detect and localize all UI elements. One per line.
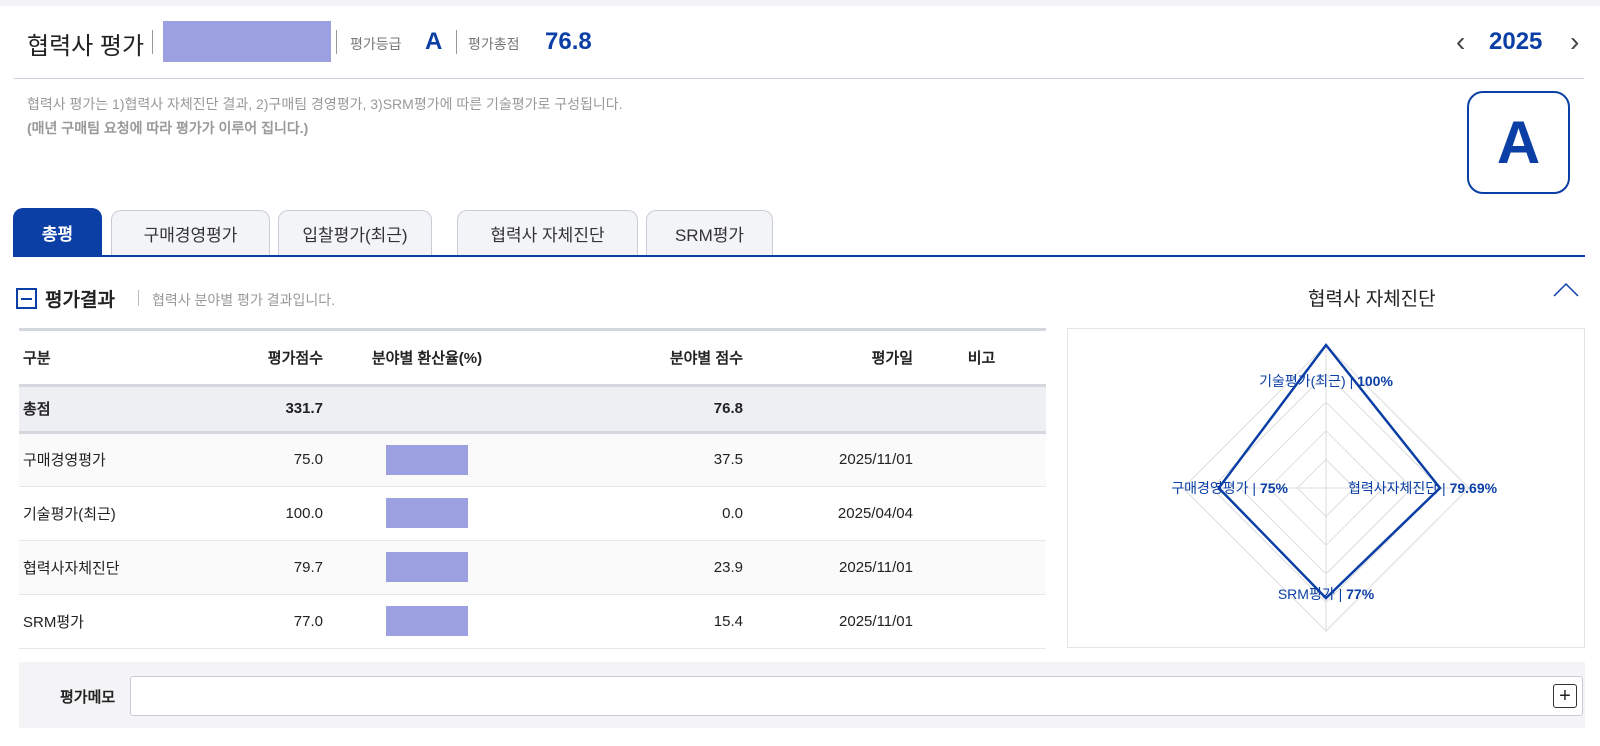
col-header: 구분 <box>23 349 51 367</box>
grade-label: 평가등급 <box>350 36 402 52</box>
redacted-company-name <box>163 21 331 62</box>
tab-underline <box>13 255 1585 257</box>
tab-overview[interactable]: 총평 <box>13 208 102 256</box>
total-row: 총점 331.7 76.8 <box>19 385 1046 432</box>
col-header: 분야별 점수 <box>669 349 743 367</box>
table-row: 구매경영평가 75.0 37.5 2025/11/01 <box>19 432 1046 487</box>
year-value: 2025 <box>1489 28 1543 55</box>
grade-badge: A <box>1467 91 1570 194</box>
divider <box>152 30 153 54</box>
cell-score: 100.0 <box>199 486 327 541</box>
results-table: 구분 평가점수 분야별 환산율(%) 분야별 점수 평가일 비고 총점 331.… <box>19 331 1046 649</box>
chevron-up-icon[interactable] <box>1553 280 1579 300</box>
divider <box>138 290 139 306</box>
tab-bid-evaluation[interactable]: 입찰평가(최근) <box>278 210 432 256</box>
next-year-button[interactable]: › <box>1570 26 1580 57</box>
table-row: 협력사자체진단 79.7 23.9 2025/11/01 <box>19 540 1046 595</box>
col-header: 분야별 환산율(%) <box>371 349 483 367</box>
radar-chart-panel: 기술평가(최근) | 100% 협력사자체진단 | 79.69% SRM평가 | 7… <box>1067 328 1585 648</box>
axis-label: SRM평가 | 77% <box>1278 586 1375 602</box>
axis-value: 77% <box>1346 586 1375 602</box>
col-header: 평가점수 <box>267 349 323 367</box>
cell-date: 2025/11/01 <box>747 432 917 487</box>
axis-label: 구매경영평가 | 75% <box>1171 480 1288 496</box>
add-memo-icon[interactable]: + <box>1553 684 1577 708</box>
grade-value: A <box>425 28 443 55</box>
cell-date: 2025/04/04 <box>747 486 917 541</box>
axis-value: 75% <box>1260 480 1289 496</box>
memo-label: 평가메모 <box>60 689 116 706</box>
cell-date: 2025/11/01 <box>747 540 917 595</box>
tab-purchase-management[interactable]: 구매경영평가 <box>111 210 270 256</box>
total-value: 76.8 <box>545 28 592 55</box>
total-label: 평가총점 <box>468 36 520 52</box>
cell-field-score: 15.4 <box>527 594 747 649</box>
cell-name: SRM평가 <box>19 594 199 649</box>
page-title: 협력사 평가 <box>27 33 145 60</box>
redacted-rate <box>386 498 468 528</box>
prev-year-button[interactable]: ‹ <box>1456 26 1466 57</box>
cell-date: 2025/11/01 <box>747 594 917 649</box>
axis-name: 협력사자체진단 | <box>1348 480 1450 496</box>
table-row: 기술평가(최근) 100.0 0.0 2025/04/04 <box>19 486 1046 541</box>
description-text: 협력사 평가는 1)협력사 자체진단 결과, 2)구매팀 경영평가, 3)SRM… <box>27 96 623 112</box>
cell-field-score: 76.8 <box>527 385 747 432</box>
col-header: 비고 <box>967 349 996 367</box>
col-header: 평가일 <box>871 349 913 367</box>
memo-input[interactable] <box>130 676 1583 716</box>
axis-label: 기술평가(최근) | 100% <box>1259 373 1393 389</box>
tab-self-diagnosis[interactable]: 협력사 자체진단 <box>457 210 638 256</box>
cell-field-score: 23.9 <box>527 540 747 595</box>
cell-field-score: 0.0 <box>527 486 747 541</box>
axis-name: 기술평가(최근) | <box>1259 373 1357 389</box>
cell-field-score: 37.5 <box>527 432 747 487</box>
results-table-wrap: 구분 평가점수 분야별 환산율(%) 분야별 점수 평가일 비고 총점 331.… <box>19 328 1046 649</box>
table-row: SRM평가 77.0 15.4 2025/11/01 <box>19 594 1046 649</box>
cell-score: 79.7 <box>199 540 327 595</box>
cell-name: 구매경영평가 <box>19 432 199 487</box>
redacted-rate <box>386 444 468 475</box>
cell-name: 협력사자체진단 <box>19 540 199 595</box>
cell-name: 총점 <box>19 385 199 432</box>
axis-name: SRM평가 | <box>1278 586 1346 602</box>
header-divider <box>14 78 1584 79</box>
section-subtitle: 협력사 분야별 평가 결과입니다. <box>152 292 335 308</box>
collapse-icon[interactable] <box>16 288 37 309</box>
cell-score: 77.0 <box>199 594 327 649</box>
top-strip <box>0 0 1600 6</box>
chart-title: 협력사 자체진단 <box>1308 289 1436 310</box>
cell-name: 기술평가(최근) <box>19 486 199 541</box>
axis-name: 구매경영평가 | <box>1171 480 1260 496</box>
tab-srm[interactable]: SRM평가 <box>646 210 773 256</box>
axis-label: 협력사자체진단 | 79.69% <box>1348 480 1498 496</box>
divider <box>456 30 457 54</box>
data-series <box>1217 342 1442 600</box>
radar-chart: 기술평가(최근) | 100% 협력사자체진단 | 79.69% SRM평가 | 7… <box>1171 342 1498 632</box>
divider <box>336 30 337 54</box>
redacted-rate <box>386 552 468 582</box>
axis-value: 100% <box>1357 373 1393 389</box>
redacted-rate <box>386 606 468 636</box>
description-note: (매년 구매팀 요청에 따라 평가가 이루어 집니다.) <box>27 120 309 136</box>
axis-value: 79.69% <box>1450 480 1498 496</box>
cell-score: 75.0 <box>199 432 327 487</box>
cell-score: 331.7 <box>199 385 327 432</box>
section-title: 평가결과 <box>45 290 115 311</box>
